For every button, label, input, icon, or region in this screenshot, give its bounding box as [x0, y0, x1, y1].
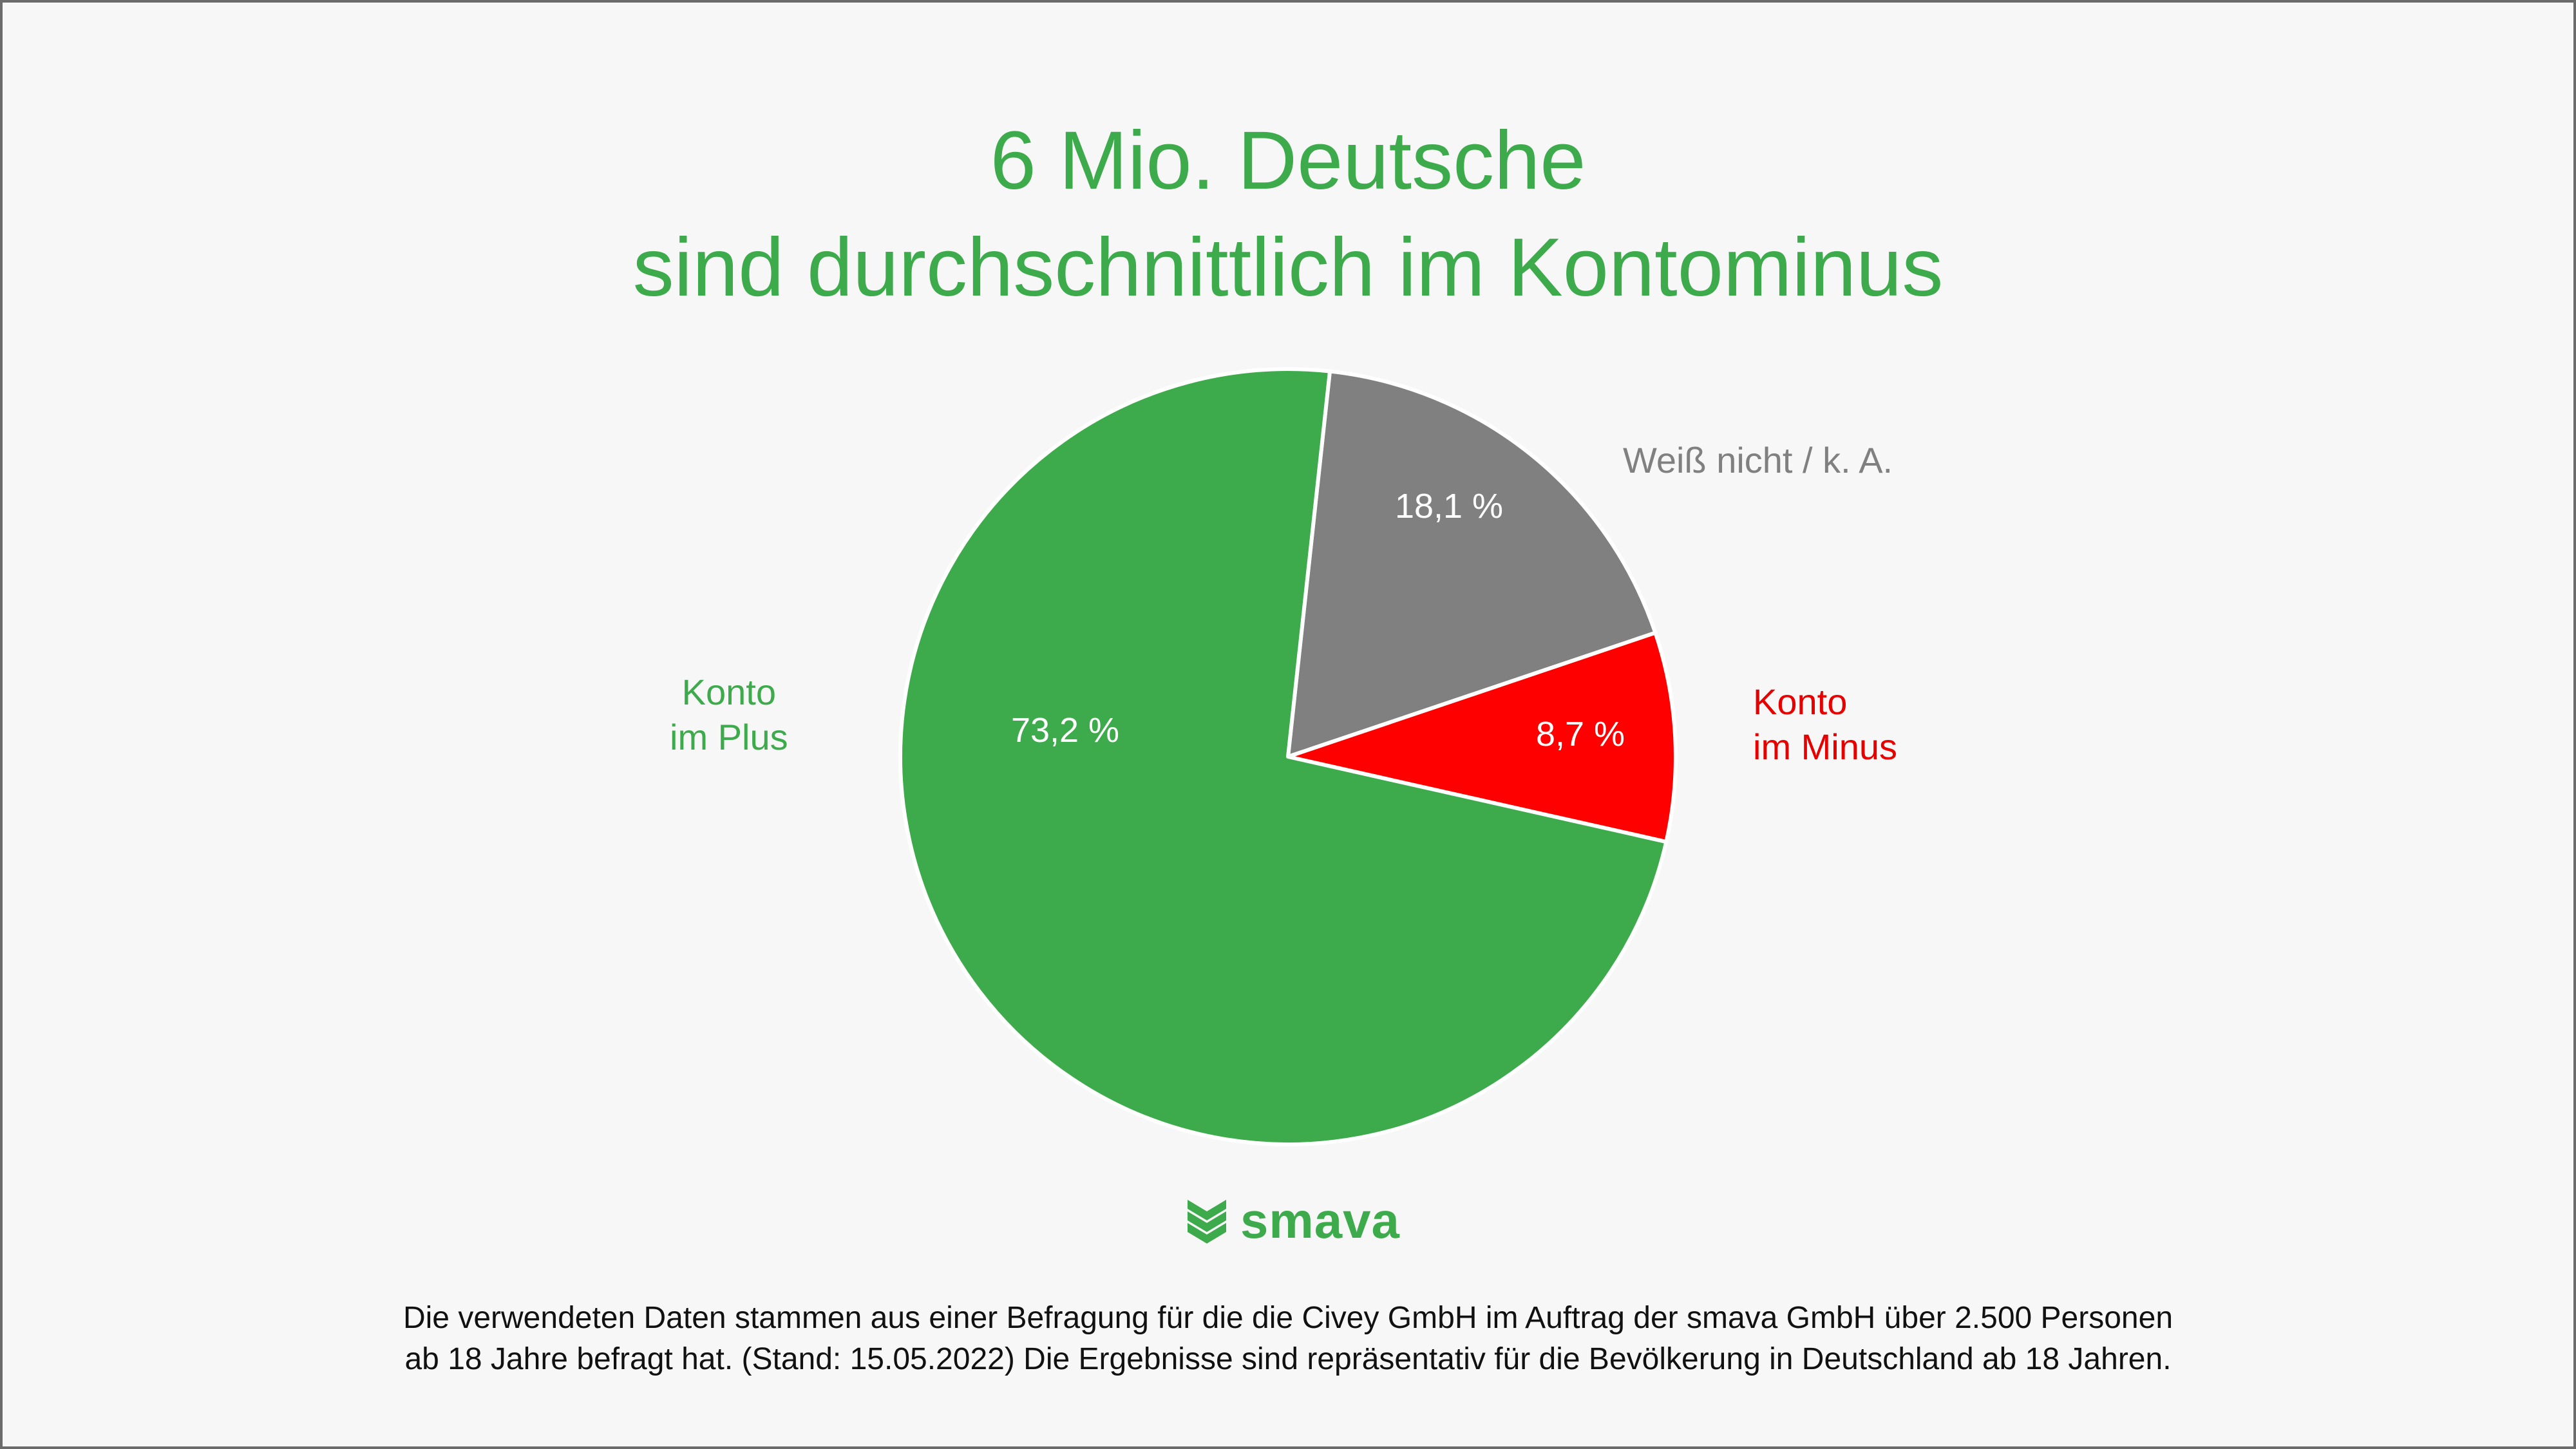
footnote-line-1: Die verwendeten Daten stammen aus einer …: [402, 1301, 2174, 1335]
chart-title-line-2: sind durchschnittlich im Kontominus: [632, 222, 1944, 314]
chart-title-line-1: 6 Mio. Deutsche: [990, 115, 1586, 207]
data-label-weiss-nicht: 18,1 %: [1394, 487, 1504, 526]
slice-label-line: im Plus: [670, 717, 788, 757]
pie-slice-minus: [1286, 630, 1678, 844]
pie-slice-plus: [898, 367, 1669, 1146]
slice-label-line: Konto: [681, 672, 776, 712]
pie-slice-weiss: [1286, 369, 1658, 759]
data-label-konto-im-minus: 8,7 %: [1535, 715, 1625, 753]
slice-label-weiss-nicht: Weiß nicht / k. A.: [1623, 438, 1893, 483]
smava-logo-icon: [1188, 1200, 1226, 1244]
slice-label-line: Weiß nicht / k. A.: [1623, 440, 1893, 480]
data-label-konto-im-plus: 73,2 %: [1010, 711, 1120, 750]
smava-logo: smava: [1185, 1192, 1400, 1249]
slice-label-konto-im-plus: Konto im Plus: [670, 670, 788, 760]
slice-label-line: im Minus: [1753, 726, 1898, 767]
slice-label-line: Konto: [1753, 681, 1848, 722]
slice-label-konto-im-minus: Konto im Minus: [1753, 679, 1897, 770]
smava-logo-text: smava: [1240, 1191, 1400, 1249]
footnote-line-2: ab 18 Jahre befragt hat. (Stand: 15.05.2…: [404, 1342, 2172, 1376]
